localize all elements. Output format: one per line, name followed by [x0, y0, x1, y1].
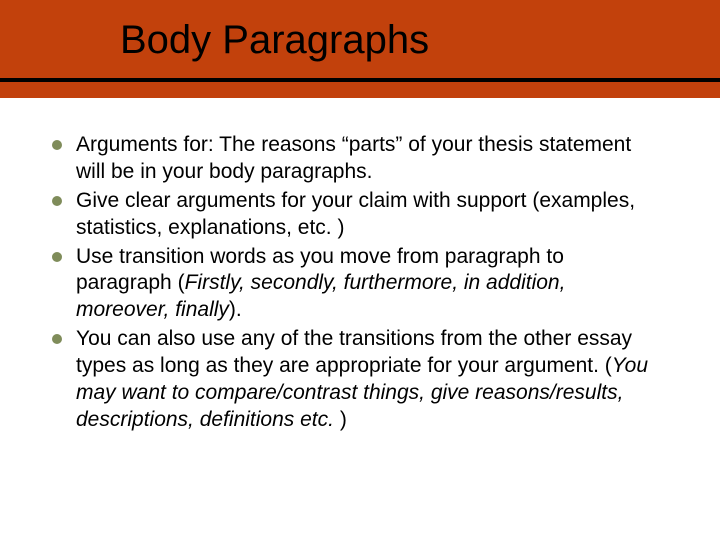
bullet-marker-icon	[52, 252, 62, 262]
bullet-item: Arguments for: The reasons “parts” of yo…	[52, 132, 664, 186]
bullet-item: You can also use any of the transitions …	[52, 326, 664, 434]
bullet-text: You can also use any of the transitions …	[76, 326, 664, 434]
bullet-text: Give clear arguments for your claim with…	[76, 188, 664, 242]
bullet-list: Arguments for: The reasons “parts” of yo…	[52, 132, 664, 436]
bullet-text: Use transition words as you move from pa…	[76, 244, 664, 325]
bullet-item: Use transition words as you move from pa…	[52, 244, 664, 325]
title-underline	[0, 78, 720, 82]
bullet-marker-icon	[52, 140, 62, 150]
bullet-marker-icon	[52, 196, 62, 206]
slide-title: Body Paragraphs	[120, 18, 429, 63]
bullet-text: Arguments for: The reasons “parts” of yo…	[76, 132, 664, 186]
bullet-item: Give clear arguments for your claim with…	[52, 188, 664, 242]
bullet-marker-icon	[52, 334, 62, 344]
